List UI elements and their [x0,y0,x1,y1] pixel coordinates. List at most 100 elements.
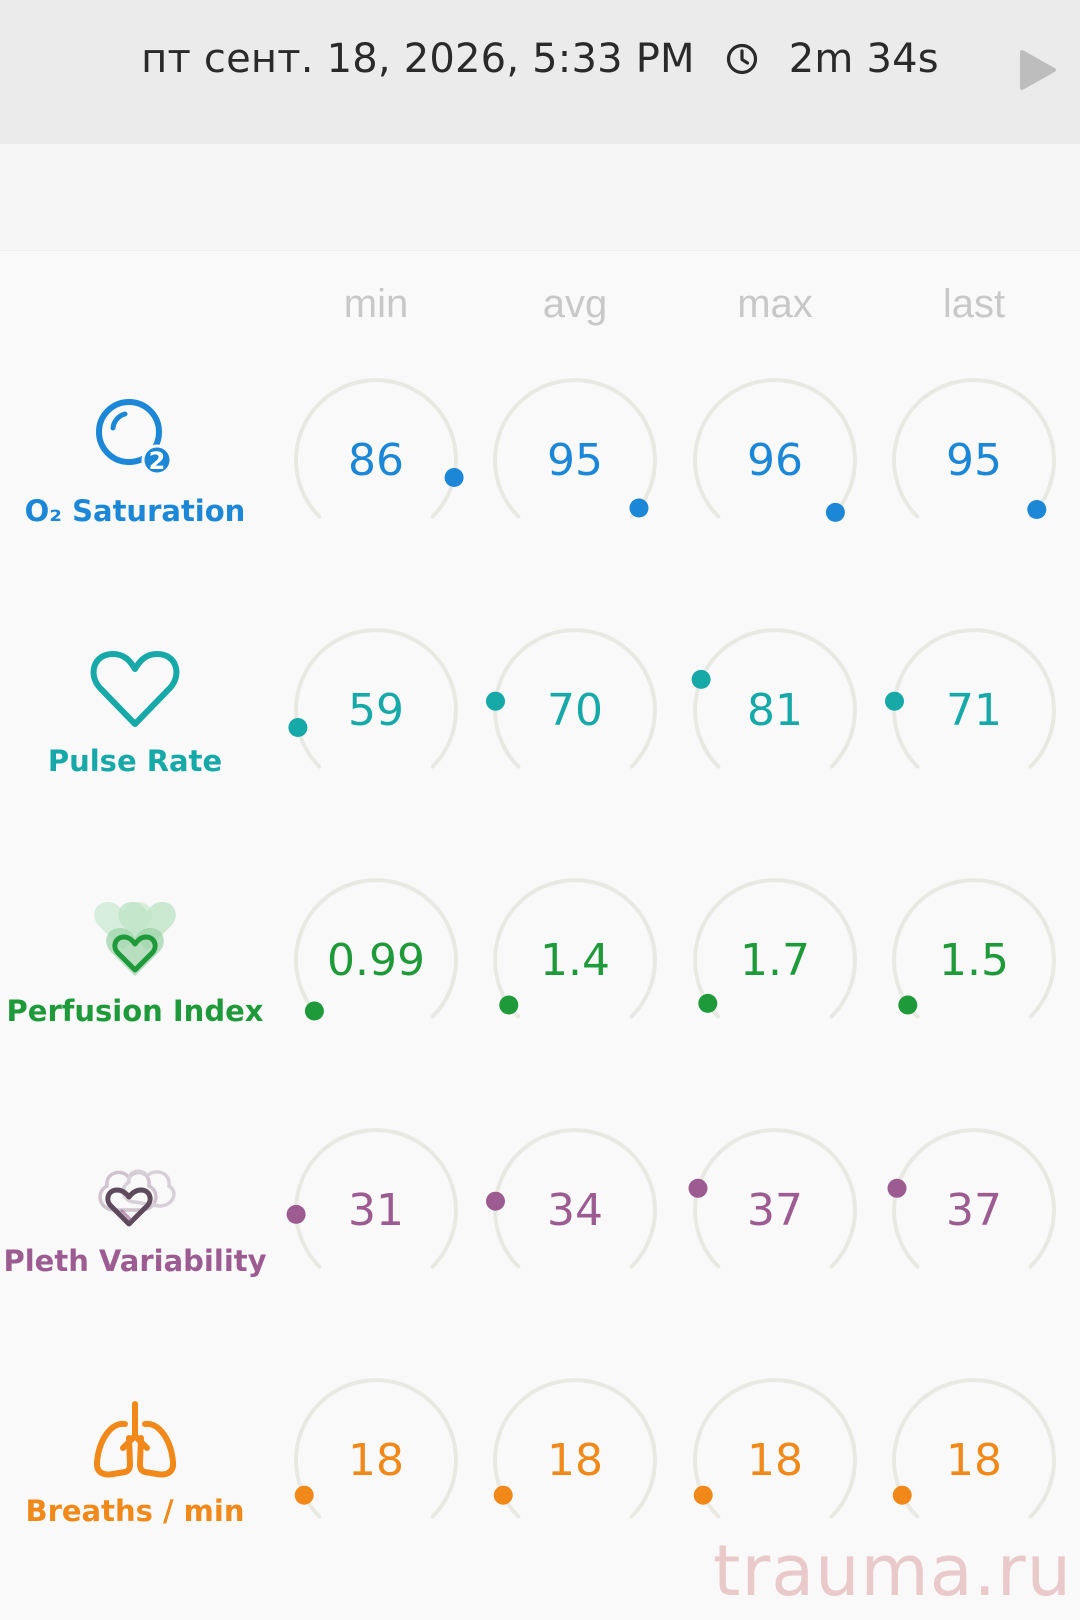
gauge-track [892,878,1056,1019]
gauge-value: 37 [946,1184,1002,1236]
gauge-marker [892,1485,912,1505]
o2-bubble-icon: 2 [85,390,185,490]
gauge-track [892,628,1056,769]
gauge-value: 37 [747,1184,803,1236]
session-header: пт сент. 18, 2026, 5:33 PM 2m 34s [0,0,1080,144]
gauge-pleth-max: 37 [675,1110,875,1310]
gauge-marker [698,993,718,1013]
gauge-track [294,878,458,1019]
gauge-o2-avg: 95 [475,360,675,560]
gauge-o2-min: 86 [276,360,476,560]
gauge-value: 59 [348,684,404,736]
gauge-track [892,378,1056,519]
gauge-perfusion-min: 0.99 [276,860,476,1060]
lungs-icon [85,1390,185,1490]
session-info: пт сент. 18, 2026, 5:33 PM 2m 34s [0,36,1080,82]
gauge-track [493,378,657,519]
gauge-track [892,1378,1056,1519]
gauge-value: 34 [547,1184,603,1236]
gauge-marker [444,468,464,487]
gauge-o2-max: 96 [675,360,875,560]
gauge-track [294,628,458,769]
column-header-last: last [942,282,1006,326]
gauge-value: 81 [747,684,803,736]
metric-row-perfusion: Perfusion Index 0.99 1.4 1.7 1.5 [0,860,1080,1110]
gauge-value: 18 [747,1434,803,1486]
watermark: trauma.ru [713,1530,1072,1612]
gauge-track [693,378,857,519]
gauge-marker [825,502,845,522]
gauge-track [693,1378,857,1519]
gauge-marker [693,1485,713,1505]
gauge-value: 1.7 [740,934,810,986]
metric-label-o2: O₂ Saturation [24,494,246,528]
gauge-marker [288,718,308,737]
gauge-track [294,378,458,519]
gauge-pulse-avg: 70 [475,610,675,810]
gauge-value: 95 [946,434,1002,486]
gauge-marker [885,691,904,711]
gauge-marker [898,995,918,1015]
gauge-track [693,628,857,769]
gauge-track [693,878,857,1019]
metric-label-pulse: Pulse Rate [47,744,223,778]
gauge-marker [629,498,649,518]
gauge-marker [691,669,711,689]
gauge-pleth-min: 31 [276,1110,476,1310]
column-header-avg: avg [542,282,608,326]
metric-row-breaths: Breaths / min 18 18 18 18 [0,1360,1080,1610]
gauge-marker [887,1178,907,1198]
gauge-track [693,1128,857,1269]
gauge-marker [1027,500,1047,519]
gauge-pleth-avg: 34 [475,1110,675,1310]
pleth-hearts-icon [85,1140,185,1240]
gauge-value: 70 [547,684,603,736]
gauge-breaths-avg: 18 [475,1360,675,1560]
metric-row-pleth: Pleth Variability 31 34 37 37 [0,1110,1080,1360]
column-header-max: max [737,282,813,326]
gauge-pleth-last: 37 [874,1110,1074,1310]
gauge-marker [688,1178,708,1198]
gauge-track [493,1128,657,1269]
gauge-marker [286,1204,306,1224]
gauge-marker [294,1485,314,1505]
gauge-marker [493,1485,513,1505]
metric-label-perfusion: Perfusion Index [6,994,264,1028]
gauge-perfusion-max: 1.7 [675,860,875,1060]
gauge-track [493,1378,657,1519]
gauge-marker [486,1191,505,1211]
metric-row-pulse: Pulse Rate 59 70 81 71 [0,610,1080,860]
play-button[interactable] [1018,48,1058,92]
gauge-marker [499,995,519,1015]
gauge-value: 1.5 [939,934,1009,986]
gauge-track [294,1378,458,1519]
gauge-marker [304,1001,324,1021]
metric-label-breaths: Breaths / min [25,1494,245,1528]
gauge-value: 18 [946,1434,1002,1486]
gauge-pulse-min: 59 [276,610,476,810]
gauge-marker [486,691,505,711]
gauge-value: 71 [946,684,1002,736]
summary-band [0,144,1080,251]
gauge-breaths-max: 18 [675,1360,875,1560]
layered-hearts-icon [85,890,185,990]
gauge-value: 18 [547,1434,603,1486]
svg-text:2: 2 [149,447,166,475]
session-datetime: пт сент. 18, 2026, 5:33 PM [141,36,695,82]
gauge-perfusion-avg: 1.4 [475,860,675,1060]
gauge-pulse-last: 71 [874,610,1074,810]
session-duration: 2m 34s [788,36,939,82]
gauge-value: 31 [348,1184,404,1236]
gauge-track [493,878,657,1019]
clock-icon [725,42,759,76]
column-header-min: min [343,282,409,326]
gauge-breaths-last: 18 [874,1360,1074,1560]
gauge-value: 86 [348,434,404,486]
gauge-value: 96 [747,434,803,486]
heart-outline-icon [85,640,185,740]
gauge-value: 1.4 [540,934,610,986]
gauge-value: 95 [547,434,603,486]
gauge-value: 18 [348,1434,404,1486]
gauge-value: 0.99 [327,934,425,986]
gauge-breaths-min: 18 [276,1360,476,1560]
